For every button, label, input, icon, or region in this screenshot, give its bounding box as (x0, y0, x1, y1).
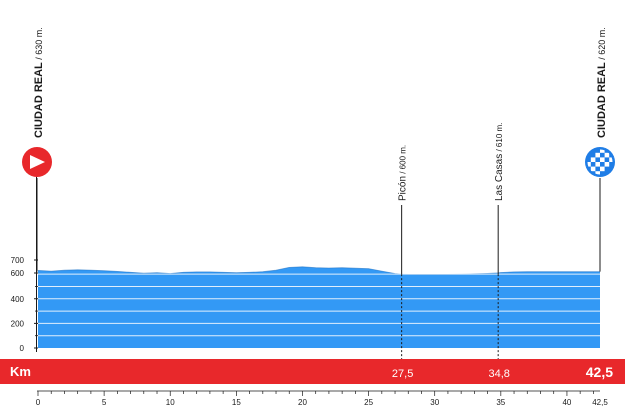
endpoint-altitude: / 630 m. (34, 27, 44, 62)
waypoint-name: Picón (398, 176, 409, 201)
checker-square (604, 162, 610, 167)
waypoint-label: Picón / 600 m. (398, 145, 409, 201)
checker-square (600, 166, 605, 172)
waypoint-altitude: / 610 m. (495, 123, 504, 154)
waypoint-km-label: 27,5 (392, 368, 413, 380)
km-band: Km 27,5 34,8 42,5 (0, 359, 625, 384)
checker-square (600, 148, 605, 153)
y-tick-label: 200 (11, 319, 25, 328)
checker-square (595, 162, 600, 167)
checker-square (595, 171, 600, 176)
endpoint-label: CIUDAD REAL / 620 m. (596, 27, 608, 138)
x-tick-label: 5 (102, 398, 107, 407)
play-arrow-icon (30, 155, 45, 169)
checker-square (604, 152, 610, 158)
endpoint-name: CIUDAD REAL (33, 62, 45, 138)
y-tick-label: 0 (20, 344, 25, 353)
x-tick-label: 30 (430, 398, 439, 407)
x-tick-label: 10 (166, 398, 175, 407)
x-tick-label: 25 (364, 398, 373, 407)
profile-area (38, 266, 600, 348)
km-label: Km (10, 364, 31, 379)
waypoint-lines-group: CIUDAD REAL / 630 m. Picón / 600 m. Las Ca… (33, 27, 608, 360)
x-tick-label: 20 (298, 398, 307, 407)
endpoint-name: CIUDAD REAL (596, 62, 608, 138)
endpoint-altitude: / 620 m. (597, 27, 607, 62)
waypoint-km-label: 34,8 (488, 368, 509, 380)
x-tick-label: 42,5 (592, 398, 608, 407)
gridlines-group (38, 273, 600, 337)
endpoint-label: CIUDAD REAL / 630 m. (33, 27, 45, 138)
finish-marker-ring (585, 147, 615, 177)
y-tick-label: 400 (11, 295, 25, 304)
finish-km-label: 42,5 (586, 364, 613, 380)
checker-square (586, 162, 591, 167)
y-tick-label: 700 (11, 256, 25, 265)
x-tick-label: 0 (36, 398, 41, 407)
x-axis: 0 5 10 15 20 25 30 35 40 42,5 (36, 390, 608, 407)
y-axis: 0 200 400 600 700 (11, 175, 38, 353)
checker-square (609, 157, 614, 162)
profile-area-group (37, 266, 600, 348)
markers-group (22, 147, 615, 177)
checker-square (590, 166, 596, 172)
km-band-bar (0, 359, 625, 384)
checker-square (600, 157, 605, 162)
waypoint-name: Las Casas (494, 154, 505, 201)
checker-square (595, 152, 600, 158)
checker-square (590, 157, 596, 162)
y-tick-label: 600 (11, 269, 25, 278)
x-tick-label: 40 (562, 398, 571, 407)
x-tick-label: 15 (232, 398, 241, 407)
waypoint-altitude: / 600 m. (399, 145, 408, 176)
profile-outline (37, 266, 600, 275)
waypoint-label: Las Casas / 610 m. (494, 123, 505, 201)
x-tick-label: 35 (496, 398, 505, 407)
